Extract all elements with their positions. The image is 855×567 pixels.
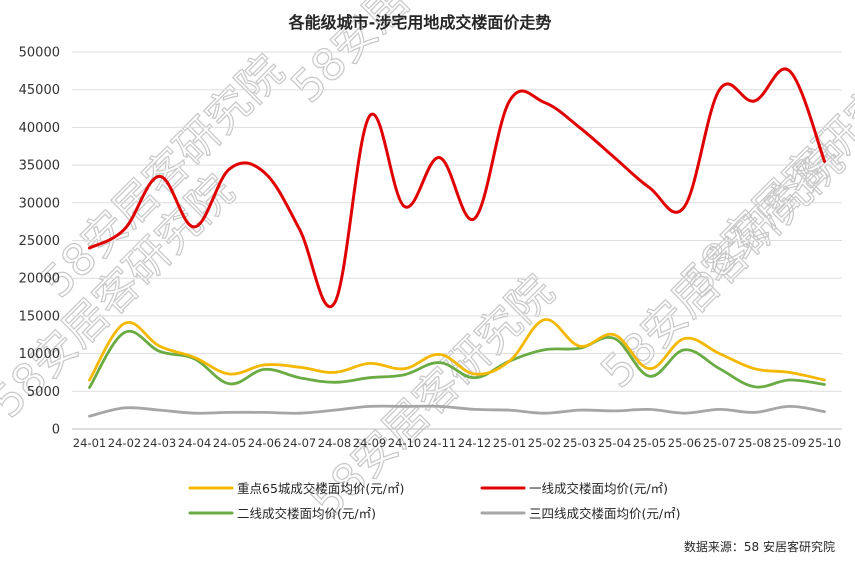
x-tick-label: 25-07 — [703, 436, 736, 450]
x-tick-label: 25-06 — [668, 436, 701, 450]
x-tick-label: 24-06 — [248, 436, 281, 450]
y-tick-label: 5000 — [27, 385, 60, 400]
chart-title: 各能级城市-涉宅用地成交楼面价走势 — [288, 13, 552, 32]
legend-item-key65: 重点65城成交楼面均价(元/㎡) — [188, 481, 404, 496]
series-line-tier34 — [88, 404, 826, 418]
data-source-note: 数据来源：58 安居客研究院 — [684, 539, 835, 554]
series-line-tier1 — [88, 67, 826, 308]
watermark-text: 58安居客研究院 — [672, 45, 855, 307]
y-tick-label: 0 — [52, 423, 60, 438]
x-tick-label: 24-11 — [423, 436, 456, 450]
y-tick-label: 15000 — [19, 309, 60, 324]
y-tick-label: 25000 — [19, 234, 60, 249]
x-tick-label: 24-08 — [318, 436, 351, 450]
x-tick-label: 24-09 — [353, 436, 386, 450]
y-tick-label: 50000 — [19, 46, 60, 61]
y-tick-label: 45000 — [19, 83, 60, 98]
x-tick-label: 24-10 — [388, 436, 421, 450]
x-tick-label: 25-05 — [633, 436, 666, 450]
legend-label: 重点65城成交楼面均价(元/㎡) — [237, 481, 404, 496]
legend-item-tier34: 三四线成交楼面均价(元/㎡) — [480, 506, 680, 521]
x-tick-label: 25-01 — [493, 436, 526, 450]
legend-item-tier2: 二线成交楼面均价(元/㎡) — [188, 506, 376, 521]
x-axis-ticks: 24-01 24-02 24-03 24-04 24-05 24-06 24-07 24-08… — [73, 436, 841, 450]
x-tick-label: 25-09 — [773, 436, 806, 450]
y-tick-label: 40000 — [19, 121, 60, 136]
x-tick-label: 24-03 — [143, 436, 176, 450]
legend: 重点65城成交楼面均价(元/㎡) 一线成交楼面均价(元/㎡) 二线成交楼面均价(元/… — [188, 481, 680, 521]
legend-label: 二线成交楼面均价(元/㎡) — [237, 506, 376, 521]
legend-label: 一线成交楼面均价(元/㎡) — [529, 481, 668, 496]
y-tick-label: 30000 — [19, 196, 60, 211]
y-tick-label: 35000 — [19, 159, 60, 174]
x-tick-label: 25-08 — [738, 436, 771, 450]
x-tick-label: 25-03 — [563, 436, 596, 450]
x-tick-label: 24-01 — [73, 436, 106, 450]
y-axis-ticks: 0 5000 10000 15000 20000 25000 30000 35000 40000… — [19, 46, 60, 438]
x-tick-label: 25-04 — [598, 436, 631, 450]
y-tick-label: 10000 — [19, 347, 60, 362]
legend-label: 三四线成交楼面均价(元/㎡) — [529, 506, 680, 521]
series-lines — [88, 67, 826, 418]
x-tick-label: 24-02 — [108, 436, 141, 450]
series-line-tier2 — [88, 329, 826, 389]
gridlines — [72, 51, 842, 392]
x-tick-label: 25-02 — [528, 436, 561, 450]
x-tick-label: 24-12 — [458, 436, 491, 450]
legend-item-tier1: 一线成交楼面均价(元/㎡) — [480, 481, 668, 496]
x-tick-label: 25-10 — [808, 436, 841, 450]
x-tick-label: 24-04 — [178, 436, 211, 450]
series-line-key65 — [88, 318, 826, 382]
x-tick-label: 24-07 — [283, 436, 316, 450]
y-tick-label: 20000 — [19, 272, 60, 287]
x-tick-label: 24-05 — [213, 436, 246, 450]
